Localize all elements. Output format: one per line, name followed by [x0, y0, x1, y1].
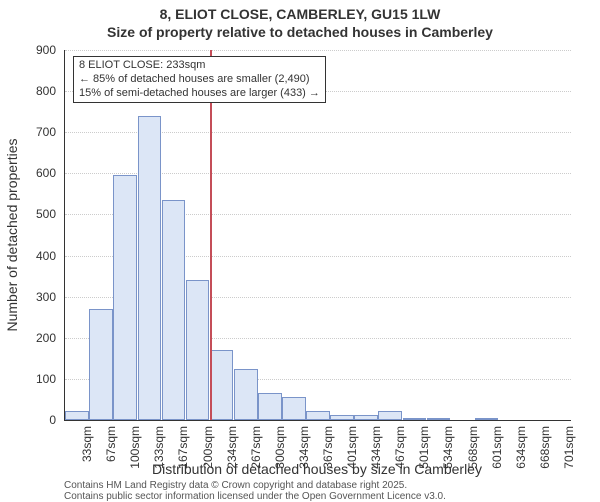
histogram-bar — [162, 200, 186, 420]
x-tick-label: 33sqm — [80, 426, 94, 486]
x-tick-label: 300sqm — [273, 426, 287, 486]
attribution: Contains HM Land Registry data © Crown c… — [64, 480, 446, 502]
histogram-bar — [186, 280, 210, 420]
y-tick-label: 700 — [6, 125, 56, 139]
histogram-bar — [89, 309, 113, 420]
x-tick-label: 601sqm — [490, 426, 504, 486]
histogram-bar — [475, 418, 499, 420]
annotation-line3: 15% of semi-detached houses are larger (… — [79, 87, 320, 101]
histogram-bar — [427, 418, 451, 420]
annotation-line2: ← 85% of detached houses are smaller (2,… — [79, 73, 320, 87]
x-tick-label: 234sqm — [225, 426, 239, 486]
annotation-line1: 8 ELIOT CLOSE: 233sqm — [79, 59, 320, 73]
x-tick-label: 668sqm — [538, 426, 552, 486]
x-tick-label: 67sqm — [104, 426, 118, 486]
histogram-bar — [138, 116, 162, 420]
x-tick-label: 100sqm — [128, 426, 142, 486]
y-tick-label: 500 — [6, 207, 56, 221]
histogram-bar — [306, 411, 330, 420]
chart-title-line2: Size of property relative to detached ho… — [0, 24, 600, 40]
x-tick-label: 367sqm — [321, 426, 335, 486]
histogram-bar — [210, 350, 234, 420]
x-tick-label: 434sqm — [369, 426, 383, 486]
histogram-bar — [282, 397, 306, 420]
x-tick-label: 133sqm — [152, 426, 166, 486]
y-tick-label: 900 — [6, 43, 56, 57]
gridline — [65, 50, 571, 51]
histogram-bar — [65, 411, 89, 420]
chart-title-line1: 8, ELIOT CLOSE, CAMBERLEY, GU15 1LW — [0, 6, 600, 22]
histogram-bar — [330, 415, 354, 420]
attribution-line1: Contains HM Land Registry data © Crown c… — [64, 480, 446, 491]
x-tick-label: 334sqm — [297, 426, 311, 486]
x-tick-label: 200sqm — [201, 426, 215, 486]
y-tick-label: 200 — [6, 331, 56, 345]
histogram-bar — [354, 415, 378, 420]
y-tick-label: 600 — [6, 166, 56, 180]
x-tick-label: 467sqm — [393, 426, 407, 486]
reference-line — [210, 50, 212, 420]
x-tick-label: 534sqm — [441, 426, 455, 486]
x-tick-label: 267sqm — [249, 426, 263, 486]
y-tick-label: 100 — [6, 372, 56, 386]
chart-container: 8, ELIOT CLOSE, CAMBERLEY, GU15 1LW Size… — [0, 0, 600, 500]
histogram-bar — [403, 418, 427, 420]
x-tick-label: 401sqm — [345, 426, 359, 486]
y-tick-label: 400 — [6, 249, 56, 263]
histogram-bar — [234, 369, 258, 420]
annotation-box: 8 ELIOT CLOSE: 233sqm ← 85% of detached … — [73, 56, 326, 103]
histogram-bar — [258, 393, 282, 420]
attribution-line2: Contains public sector information licen… — [64, 491, 446, 502]
x-tick-label: 501sqm — [417, 426, 431, 486]
y-tick-label: 800 — [6, 84, 56, 98]
y-tick-label: 0 — [6, 413, 56, 427]
x-tick-label: 167sqm — [176, 426, 190, 486]
plot-area: 8 ELIOT CLOSE: 233sqm ← 85% of detached … — [64, 50, 571, 421]
histogram-bar — [378, 411, 402, 420]
x-axis-label: Distribution of detached houses by size … — [64, 461, 570, 477]
x-tick-label: 634sqm — [514, 426, 528, 486]
x-tick-label: 701sqm — [562, 426, 576, 486]
histogram-bar — [113, 175, 137, 420]
y-tick-label: 300 — [6, 290, 56, 304]
x-tick-label: 568sqm — [466, 426, 480, 486]
